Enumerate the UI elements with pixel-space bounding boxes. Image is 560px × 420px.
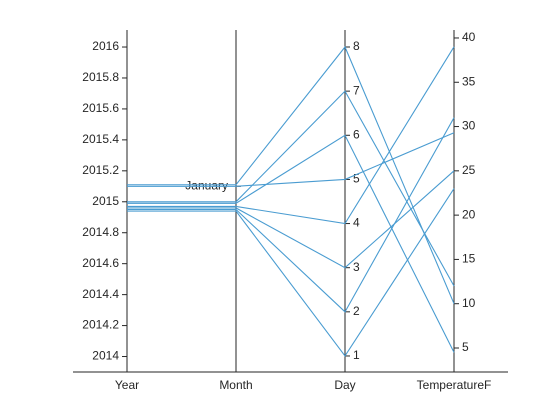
tick-label: 4 [353,216,360,230]
tick-label: 25 [462,163,476,177]
tick-label: 2014.2 [82,318,119,332]
axis-label: Year [115,378,139,392]
tick-label: 2014.6 [82,256,119,270]
tick-label: 8 [353,39,360,53]
tick-label: 2014.8 [82,225,119,239]
tick-label: 2015.2 [82,163,119,177]
tick-label: 5 [462,340,469,354]
tick-label: 35 [462,74,476,88]
tick-label: 40 [462,30,476,44]
tick-label: 20 [462,207,476,221]
tick-label: 2015.8 [82,70,119,84]
data-line [127,90,455,287]
axis-label: Month [219,378,252,392]
data-line [127,132,455,187]
tick-label: 6 [353,127,360,141]
axis-label: TemperatureF [417,378,492,392]
tick-label: 5 [353,172,360,186]
data-line [127,46,455,225]
tick-label: 2014.4 [82,287,119,301]
data-line [127,45,455,304]
axis-label: Day [334,378,355,392]
tick-label: 2014 [92,349,119,363]
data-line [127,134,455,353]
tick-label: 10 [462,296,476,310]
category-label: January [185,178,228,192]
tick-label: 3 [353,260,360,274]
tick-label: 2015.6 [82,101,119,115]
tick-label: 2015.4 [82,132,119,146]
tick-label: 1 [353,348,360,362]
tick-label: 15 [462,252,476,266]
data-line [127,117,455,313]
tick-label: 30 [462,119,476,133]
data-line [127,188,455,357]
tick-label: 2 [353,304,360,318]
data-line [127,170,455,269]
tick-label: 2016 [92,39,119,53]
tick-label: 7 [353,83,360,97]
tick-label: 2015 [92,194,119,208]
